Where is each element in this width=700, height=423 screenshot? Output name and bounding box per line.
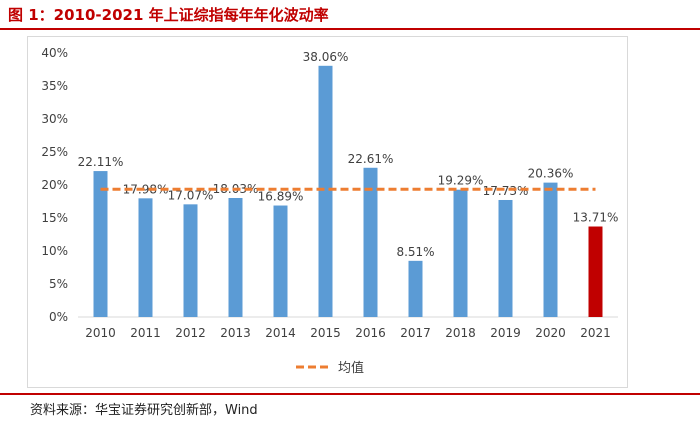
figure-title: 图 1：2010-2021 年上证综指每年年化波动率 <box>8 6 329 24</box>
y-tick-label: 15% <box>41 211 68 225</box>
data-label: 17.73% <box>483 184 529 198</box>
bar-2017 <box>408 260 423 317</box>
bar-layer <box>93 65 603 317</box>
data-label: 16.89% <box>258 190 304 204</box>
data-label-layer: 22.11%17.98% 17.07% 18.03%16.89%38.06%22.6… <box>78 50 619 259</box>
data-label: 19.29% <box>438 174 484 188</box>
x-tick-label: 2014 <box>265 326 296 340</box>
bar-2015 <box>318 65 333 317</box>
legend-mean-label: 均值 <box>338 360 364 376</box>
x-tick-label: 2017 <box>400 326 431 340</box>
title-rule <box>0 28 700 30</box>
x-tick-label: 2020 <box>535 326 566 340</box>
y-tick-label: 35% <box>41 79 68 93</box>
bar-2013 <box>228 198 243 317</box>
source-note: 资料来源：华宝证券研究创新部，Wind <box>30 403 258 418</box>
y-tick-label: 5% <box>49 277 68 291</box>
data-label: 13.71% <box>573 211 619 225</box>
bar-2014 <box>273 205 288 317</box>
x-tick-label: 2012 <box>175 326 206 340</box>
data-label: 22.11% <box>78 155 124 169</box>
bar-2011 <box>138 198 153 317</box>
bar-2019 <box>498 199 513 317</box>
bar-2018 <box>453 189 468 317</box>
x-tick-label: 2010 <box>85 326 116 340</box>
bar-2010 <box>93 171 108 317</box>
legend-layer: 均值 <box>296 360 364 376</box>
data-label: 17.98% <box>123 182 169 196</box>
x-tick-label: 2013 <box>220 326 251 340</box>
bar-2021 <box>588 226 603 317</box>
y-tick-label: 10% <box>41 244 68 258</box>
y-tick-label: 20% <box>41 178 68 192</box>
bar-2012 <box>183 204 198 317</box>
y-tick-label: 40% <box>41 46 68 60</box>
x-tick-label: 2011 <box>130 326 161 340</box>
y-tick-label: 30% <box>41 112 68 126</box>
x-tick-label: 2021 <box>580 326 611 340</box>
data-label: 38.06% <box>303 50 349 64</box>
bar-2016 <box>363 167 378 317</box>
footer-rule <box>0 393 700 395</box>
x-tick-label: 2016 <box>355 326 386 340</box>
data-label: 20.36% <box>528 167 574 181</box>
data-label: 8.51% <box>396 245 434 259</box>
y-tick-label: 0% <box>49 310 68 324</box>
data-label: 22.61% <box>348 152 394 166</box>
data-label: 17.07% <box>168 188 214 202</box>
y-tick-label: 25% <box>41 145 68 159</box>
axis-layer: 0% 5% 10% 15% 20% 25% 30% 35% 40% 2010 2011 2012 201… <box>41 46 618 340</box>
chart-frame: 0% 5% 10% 15% 20% 25% 30% 35% 40% 2010 2011 2012 201… <box>27 36 628 388</box>
x-tick-label: 2019 <box>490 326 521 340</box>
x-tick-label: 2018 <box>445 326 476 340</box>
bar-2020 <box>543 182 558 317</box>
x-tick-label: 2015 <box>310 326 341 340</box>
volatility-bar-chart: 0% 5% 10% 15% 20% 25% 30% 35% 40% 2010 2011 2012 201… <box>41 46 619 376</box>
